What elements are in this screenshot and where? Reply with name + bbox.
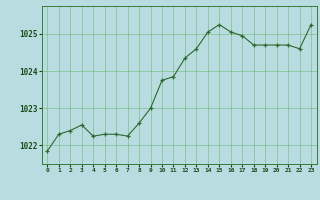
Text: Graphe pression niveau de la mer (hPa): Graphe pression niveau de la mer (hPa) — [41, 183, 279, 193]
